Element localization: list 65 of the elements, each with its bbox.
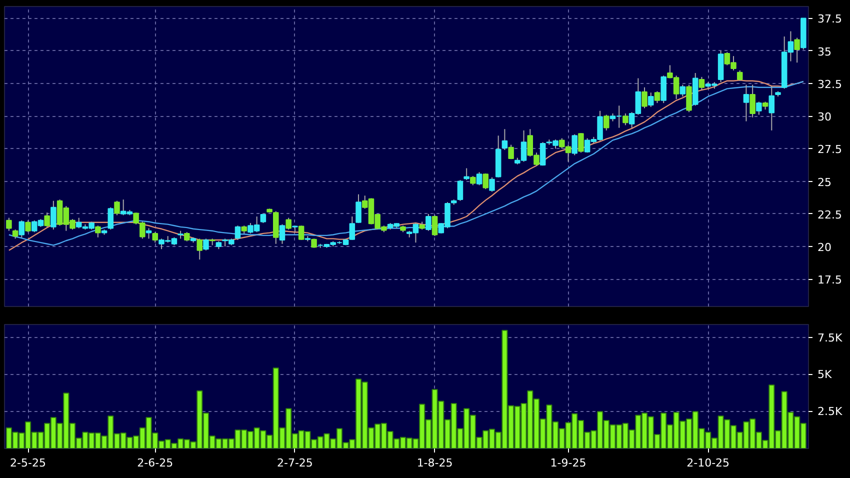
candlestick [482, 172, 489, 190]
y-tick-label: 25 [818, 176, 832, 189]
candlestick [457, 179, 464, 202]
x-tick-label: 2-7-25 [276, 456, 313, 470]
candlestick [152, 232, 158, 244]
candlestick [184, 232, 190, 242]
candlestick [356, 194, 362, 224]
y-tick-label: 30 [818, 110, 832, 124]
candlestick [279, 224, 286, 244]
candlestick [311, 238, 317, 248]
candlestick [470, 176, 476, 186]
y-tick-label: 37.5 [818, 12, 842, 26]
candlestick [464, 168, 470, 180]
candlestick [25, 220, 31, 233]
candlestick [648, 92, 654, 108]
candlestick [114, 200, 120, 216]
y-tick-label: 35 [818, 45, 832, 58]
x-tick-label: 2-6-25 [137, 456, 174, 470]
candlestick [508, 144, 514, 160]
y-tick-label: 32.5 [818, 78, 842, 91]
candlestick [743, 84, 750, 122]
candlestick [750, 84, 756, 118]
candlestick [642, 86, 648, 109]
y-tick-label: 2.5K [818, 405, 843, 418]
candlestick [44, 212, 50, 228]
candlestick [660, 75, 666, 104]
candlestick [736, 70, 743, 82]
x-tick-label: 1-9-25 [550, 456, 586, 470]
candlestick [146, 228, 152, 240]
candlestick [489, 176, 495, 192]
candlestick [686, 84, 692, 113]
candlestick [476, 172, 482, 186]
y-tick-label: 5K [818, 368, 832, 382]
candlestick [622, 112, 628, 126]
candlestick [286, 217, 292, 230]
candlestick [756, 101, 762, 116]
candlestick [578, 132, 584, 154]
candlestick [654, 90, 660, 104]
candlestick [203, 238, 209, 251]
candlestick [95, 225, 101, 238]
candlestick [768, 86, 775, 131]
candlestick [572, 134, 578, 156]
candlestick [234, 225, 241, 240]
y-tick-label: 20 [818, 241, 832, 254]
candlestick [50, 200, 56, 230]
x-tick-label: 1-8-25 [416, 456, 453, 470]
candlestick [6, 217, 12, 232]
candlestick [794, 37, 800, 64]
candlestick [698, 76, 705, 90]
x-tick-label: 2-5-25 [10, 456, 46, 470]
candlestick [12, 229, 18, 240]
x-tick-label: 2-10-25 [686, 456, 730, 470]
y-tick-label: 27.5 [818, 143, 842, 156]
candlestick [502, 128, 508, 150]
candlestick [680, 84, 686, 97]
candlestick [426, 213, 432, 232]
candlestick [196, 238, 203, 260]
y-tick-label: 17.5 [818, 274, 842, 287]
candlestick [604, 114, 610, 131]
candlestick [432, 214, 438, 237]
candlestick [108, 206, 114, 230]
candlestick [298, 225, 304, 240]
y-tick-label: 22.5 [818, 208, 842, 222]
y-tick-label: 7.5K [818, 331, 843, 344]
candlestick [18, 220, 25, 238]
